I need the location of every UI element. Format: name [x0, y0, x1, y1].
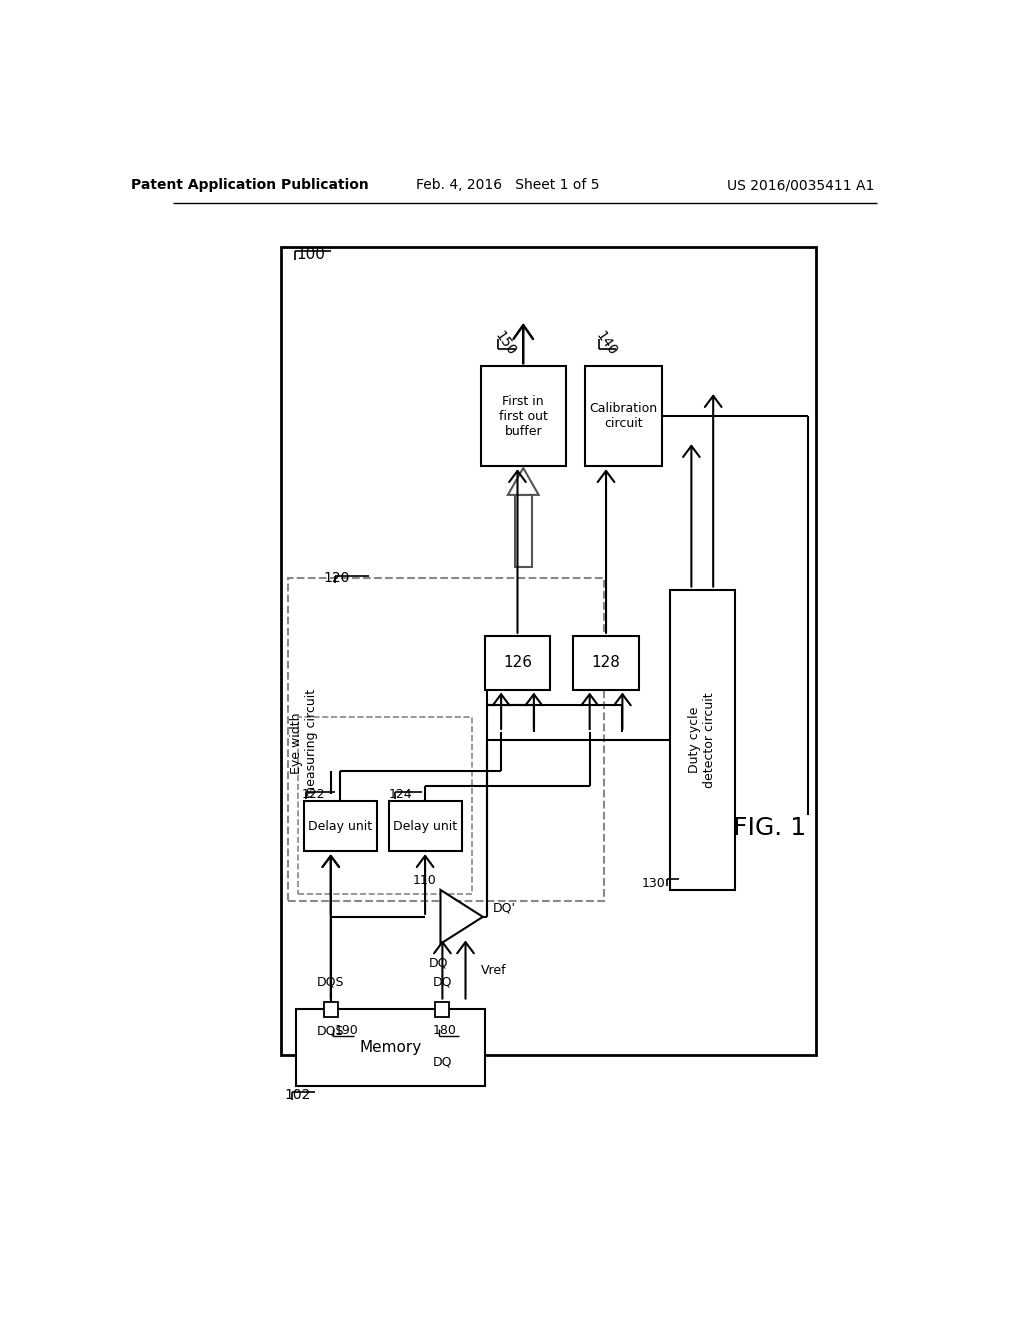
Bar — [304, 801, 377, 851]
Text: 130: 130 — [642, 878, 666, 890]
Bar — [670, 590, 735, 890]
Text: DQ': DQ' — [493, 902, 516, 915]
Text: DQ: DQ — [429, 957, 449, 970]
Bar — [324, 1002, 338, 1016]
Text: 140: 140 — [593, 329, 620, 358]
Text: 122: 122 — [301, 788, 326, 801]
Text: Delay unit: Delay unit — [308, 820, 373, 833]
Text: DQ: DQ — [433, 1055, 453, 1068]
Bar — [585, 367, 662, 466]
Bar — [298, 717, 472, 894]
Text: Feb. 4, 2016   Sheet 1 of 5: Feb. 4, 2016 Sheet 1 of 5 — [416, 178, 600, 193]
Bar — [481, 367, 565, 466]
Text: 190: 190 — [335, 1024, 358, 1038]
Text: Vref: Vref — [481, 964, 507, 977]
Text: DQS: DQS — [317, 975, 344, 989]
Text: 128: 128 — [592, 655, 621, 671]
Text: DQS: DQS — [317, 1024, 344, 1038]
Bar — [435, 1002, 450, 1016]
Bar — [515, 495, 531, 566]
Bar — [289, 578, 604, 902]
Text: 100: 100 — [296, 247, 325, 263]
Bar — [281, 247, 816, 1056]
Text: Duty cycle
detector circuit: Duty cycle detector circuit — [688, 692, 716, 788]
Bar — [484, 636, 550, 689]
Text: 180: 180 — [433, 1024, 457, 1038]
Text: Calibration
circuit: Calibration circuit — [589, 403, 657, 430]
Text: 126: 126 — [503, 655, 532, 671]
Text: 120: 120 — [323, 572, 349, 585]
Text: 102: 102 — [285, 1089, 311, 1102]
Text: 150: 150 — [493, 329, 519, 358]
Text: DQ: DQ — [433, 975, 453, 989]
Text: US 2016/0035411 A1: US 2016/0035411 A1 — [727, 178, 874, 193]
Text: FIG. 1: FIG. 1 — [733, 816, 806, 841]
Text: Delay unit: Delay unit — [393, 820, 457, 833]
Polygon shape — [508, 469, 539, 495]
Polygon shape — [440, 890, 483, 944]
Text: 110: 110 — [413, 874, 436, 887]
Text: First in
first out
buffer: First in first out buffer — [499, 395, 548, 438]
Text: 124: 124 — [388, 788, 412, 801]
Bar — [573, 636, 639, 689]
Text: Eye width
measuring circuit: Eye width measuring circuit — [290, 689, 317, 799]
Text: Patent Application Publication: Patent Application Publication — [131, 178, 369, 193]
Bar — [296, 1010, 484, 1086]
Bar — [388, 801, 462, 851]
Text: Memory: Memory — [359, 1040, 422, 1055]
